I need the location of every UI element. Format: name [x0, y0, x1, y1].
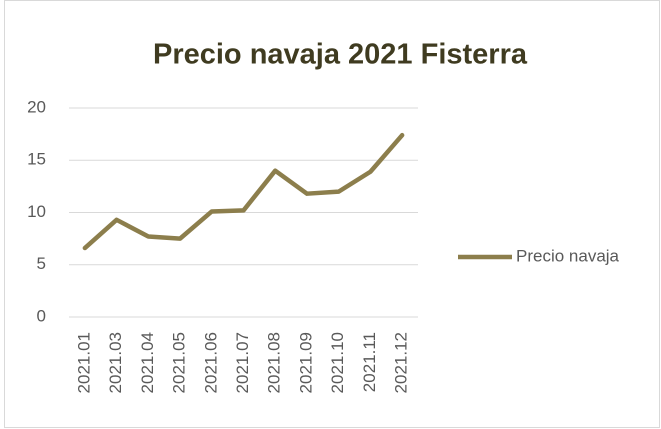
x-tick-label: 2021.06 [201, 332, 220, 393]
x-tick-label: 2021.09 [296, 332, 315, 393]
x-tick-label: 2021.04 [138, 332, 157, 393]
x-tick-label: 2021.10 [328, 332, 347, 393]
chart-title: Precio navaja 2021 Fisterra [153, 39, 528, 71]
x-tick-label: 2021.08 [265, 332, 284, 393]
chart-frame [4, 0, 660, 428]
x-tick-label: 2021.01 [74, 332, 93, 393]
x-tick-label: 2021.05 [170, 332, 189, 393]
x-tick-label: 2021.07 [233, 332, 252, 393]
y-tick-label: 15 [27, 150, 46, 169]
y-tick-label: 5 [37, 254, 46, 273]
x-tick-label: 2021.11 [360, 332, 379, 392]
data-line [82, 132, 405, 251]
y-tick-label: 10 [27, 202, 46, 221]
legend-label: Precio navaja [516, 246, 620, 265]
x-tick-label: 2021.12 [392, 332, 411, 393]
y-tick-label: 0 [37, 306, 46, 325]
x-tick-label: 2021.03 [106, 332, 125, 393]
y-tick-label: 20 [27, 97, 46, 116]
